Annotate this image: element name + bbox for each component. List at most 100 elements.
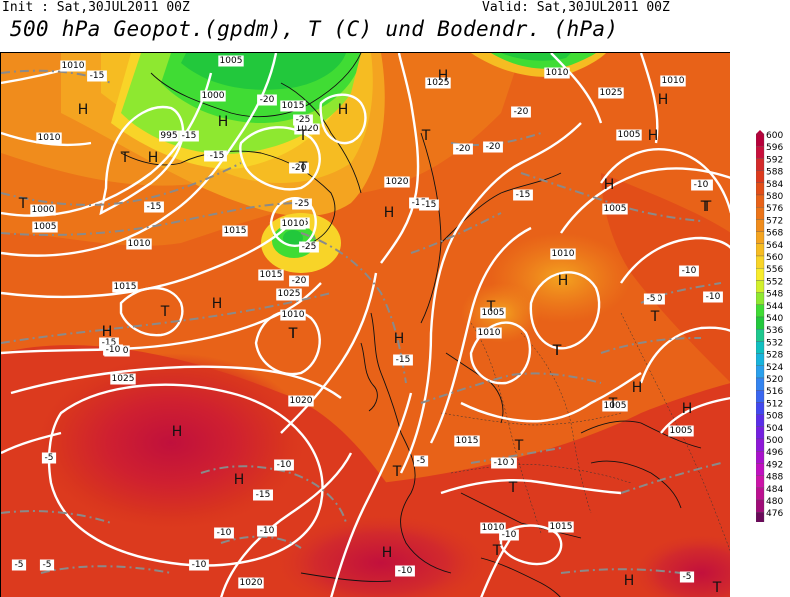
isotherm-label: -5 bbox=[11, 559, 27, 571]
low-pressure-mark: T bbox=[18, 196, 28, 212]
svg-text:-5: -5 bbox=[15, 560, 24, 570]
high-pressure-mark: H bbox=[604, 177, 615, 193]
isobar-label: 1010 bbox=[280, 218, 306, 230]
low-pressure-mark: T bbox=[288, 326, 298, 342]
isobar-label: 1010 bbox=[480, 522, 506, 534]
high-pressure-mark: H bbox=[212, 296, 223, 312]
legend-swatch bbox=[756, 402, 765, 415]
legend-swatch bbox=[756, 280, 765, 293]
high-pressure-mark: H bbox=[682, 401, 693, 417]
isobar-label: 1010 bbox=[280, 309, 306, 321]
isotherm-label: -25 bbox=[299, 241, 319, 253]
isobar-label: 1020 bbox=[288, 395, 314, 407]
svg-text:-5: -5 bbox=[417, 456, 426, 466]
svg-text:1025: 1025 bbox=[278, 289, 301, 299]
high-pressure-mark: H bbox=[382, 545, 393, 561]
legend-level-label: 516 bbox=[766, 387, 783, 397]
high-pressure-mark: H bbox=[234, 472, 245, 488]
isobar-label: 995 bbox=[159, 130, 179, 142]
svg-text:1025: 1025 bbox=[427, 78, 450, 88]
svg-text:1015: 1015 bbox=[550, 522, 573, 532]
svg-text:-5: -5 bbox=[43, 560, 52, 570]
legend-swatch bbox=[756, 475, 765, 488]
legend-level-label: 580 bbox=[766, 192, 783, 202]
isotherm-label: -10 bbox=[679, 265, 699, 277]
svg-text:1020: 1020 bbox=[240, 578, 263, 588]
legend-swatch bbox=[756, 255, 765, 269]
svg-text:1005: 1005 bbox=[670, 426, 693, 436]
svg-text:1010: 1010 bbox=[478, 328, 501, 338]
legend-swatch bbox=[756, 390, 765, 403]
svg-text:-25: -25 bbox=[296, 115, 311, 125]
high-pressure-mark: H bbox=[648, 128, 659, 144]
legend-swatch bbox=[756, 292, 765, 305]
low-pressure-mark: T bbox=[298, 128, 308, 144]
svg-text:-20: -20 bbox=[456, 144, 471, 154]
legend-level-label: 564 bbox=[766, 241, 783, 251]
svg-text:1010: 1010 bbox=[282, 310, 305, 320]
svg-text:1025: 1025 bbox=[600, 88, 623, 98]
isotherm-label: -10 bbox=[274, 459, 294, 471]
legend-swatch bbox=[756, 158, 765, 171]
svg-text:-10: -10 bbox=[682, 266, 697, 276]
isobar-label: 1025 bbox=[425, 77, 451, 89]
isotherm-label: -15 bbox=[87, 70, 107, 82]
high-pressure-mark: H bbox=[148, 150, 159, 166]
legend-swatch bbox=[756, 133, 765, 147]
svg-text:-10: -10 bbox=[494, 458, 509, 468]
high-pressure-mark: H bbox=[384, 205, 395, 221]
color-legend: 600 596 592 588 584 580 576 572 568 564 560 556 552 5… bbox=[756, 130, 783, 522]
isobar-label: 1005 bbox=[602, 400, 628, 412]
isotherm-label: -15 bbox=[393, 354, 413, 366]
isobar-label: 1015 bbox=[454, 435, 480, 447]
svg-text:-10: -10 bbox=[192, 560, 207, 570]
svg-text:-5: -5 bbox=[45, 453, 54, 463]
legend-level-label: 532 bbox=[766, 338, 783, 348]
isobar-label: 1005 bbox=[218, 55, 244, 67]
svg-text:1015: 1015 bbox=[456, 436, 479, 446]
isobar-label: 1010 bbox=[126, 238, 152, 250]
isobar-label: 1005 bbox=[602, 203, 628, 215]
svg-text:1010: 1010 bbox=[552, 249, 575, 259]
legend-swatch bbox=[756, 451, 765, 464]
legend-level-label: 524 bbox=[766, 363, 783, 373]
svg-text:-10: -10 bbox=[706, 292, 721, 302]
isobar-label: 1025 bbox=[276, 288, 302, 300]
legend-level-label: 600 bbox=[766, 131, 783, 141]
isotherm-label: -10 bbox=[395, 565, 415, 577]
low-pressure-mark: T bbox=[552, 343, 562, 359]
isobar-label: 1015 bbox=[548, 521, 574, 533]
high-pressure-mark: H bbox=[658, 92, 669, 108]
legend-swatch bbox=[756, 426, 765, 440]
legend-swatch bbox=[756, 304, 765, 318]
isobar-label: 1025 bbox=[110, 373, 136, 385]
isobar-label: 1020 bbox=[384, 176, 410, 188]
high-pressure-mark: H bbox=[102, 324, 113, 340]
legend-swatch bbox=[756, 365, 765, 379]
high-pressure-mark: H bbox=[172, 424, 183, 440]
svg-text:1010: 1010 bbox=[662, 76, 685, 86]
isobar-label: 1005 bbox=[668, 425, 694, 437]
svg-text:1005: 1005 bbox=[482, 308, 505, 318]
legend-level-label: 480 bbox=[766, 497, 783, 507]
svg-text:-20: -20 bbox=[514, 107, 529, 117]
isotherm-label: -5 bbox=[643, 293, 659, 305]
svg-text:-15: -15 bbox=[210, 151, 225, 161]
svg-text:-15: -15 bbox=[147, 202, 162, 212]
low-pressure-mark: T bbox=[492, 543, 502, 559]
isotherm-label: -10 bbox=[499, 529, 519, 541]
legend-level-label: 592 bbox=[766, 155, 783, 165]
isotherm-label: -10 bbox=[257, 525, 277, 537]
low-pressure-mark: T bbox=[650, 309, 660, 325]
isotherm-label: -25 bbox=[293, 114, 313, 126]
legend-level-label: 504 bbox=[766, 424, 783, 434]
legend-level-label: 476 bbox=[766, 509, 783, 519]
low-pressure-mark: T bbox=[700, 199, 710, 215]
legend-level-label: 576 bbox=[766, 204, 783, 214]
high-pressure-mark: H bbox=[632, 380, 643, 396]
svg-text:-5: -5 bbox=[647, 294, 656, 304]
svg-text:1015: 1015 bbox=[282, 101, 305, 111]
legend-level-label: 588 bbox=[766, 168, 783, 178]
svg-text:-10: -10 bbox=[502, 530, 517, 540]
